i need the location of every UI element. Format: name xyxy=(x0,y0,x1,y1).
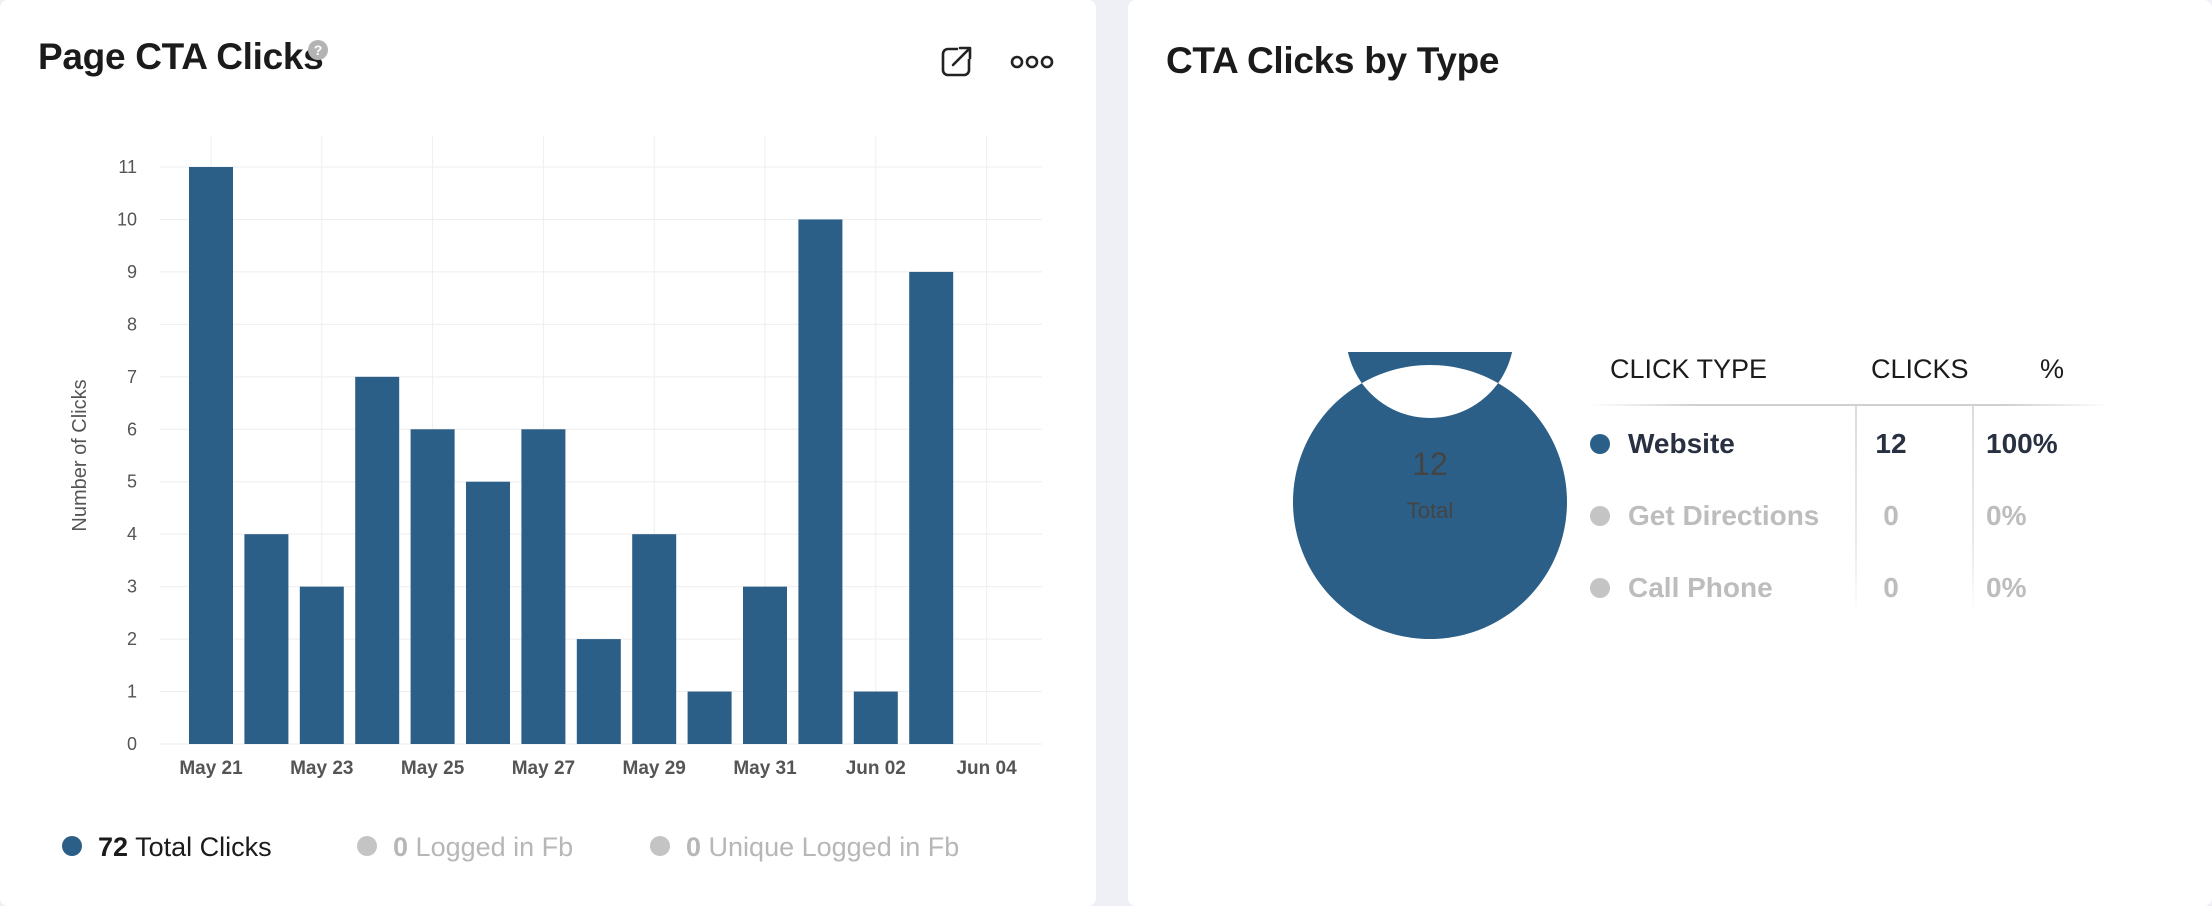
page-cta-clicks-card: Page CTA Clicks ? 0 1 2 3 4 5 6 7 8 9 10 11 May 21 M… xyxy=(0,0,1096,906)
row-dot-icon xyxy=(1590,578,1610,598)
legend-label: Unique Logged in Fb xyxy=(708,832,960,862)
bar[interactable] xyxy=(853,691,898,744)
row-label: Call Phone xyxy=(1628,572,1773,603)
x-tick-label: May 27 xyxy=(512,758,575,779)
column-header-pct: % xyxy=(2040,354,2065,384)
legend-dot-icon xyxy=(650,835,670,856)
x-tick-label: Jun 04 xyxy=(956,758,1017,779)
chart-bars xyxy=(189,167,954,745)
donut-slice-website[interactable] xyxy=(1293,352,1567,639)
y-tick-label: 7 xyxy=(127,367,137,387)
legend-value: 72 xyxy=(98,832,129,862)
legend-dot-icon xyxy=(62,835,82,856)
help-icon[interactable]: ? xyxy=(308,40,328,60)
x-axis-ticks: May 21 May 23 May 25 May 27 May 29 May 31 Jun … xyxy=(179,758,1017,779)
donut-total-label: Total xyxy=(1406,498,1454,523)
row-dot-icon xyxy=(1590,506,1610,526)
y-tick-label: 10 xyxy=(117,209,137,229)
x-tick-label: May 21 xyxy=(179,758,243,779)
y-axis-label: Number of Clicks xyxy=(69,379,91,531)
y-tick-label: 6 xyxy=(127,419,137,439)
bar[interactable] xyxy=(743,586,787,744)
legend-value: 0 xyxy=(686,832,702,862)
row-pct: 0% xyxy=(1986,500,2027,531)
legend-value: 0 xyxy=(393,832,409,862)
cta-clicks-by-type-title: CTA Clicks by Type xyxy=(1166,40,1500,81)
page-cta-clicks-title: Page CTA Clicks xyxy=(38,36,324,77)
bar[interactable] xyxy=(410,429,455,744)
bar[interactable] xyxy=(521,429,566,744)
x-tick-label: Jun 02 xyxy=(846,758,906,779)
x-tick-label: May 31 xyxy=(733,758,797,779)
legend-label: Total Clicks xyxy=(135,832,272,862)
donut-total-value: 12 xyxy=(1412,446,1448,482)
row-label: Website xyxy=(1628,428,1735,459)
bar[interactable] xyxy=(798,219,843,745)
row-pct: 0% xyxy=(1986,572,2027,603)
bar[interactable] xyxy=(632,534,677,744)
y-axis-ticks: 0 1 2 3 4 5 6 7 8 9 10 11 xyxy=(117,157,137,754)
row-clicks: 12 xyxy=(1875,428,1907,459)
row-clicks: 0 xyxy=(1883,572,1899,603)
bar[interactable] xyxy=(189,167,233,744)
y-tick-label: 0 xyxy=(127,734,137,754)
more-options-icon[interactable] xyxy=(1010,52,1054,72)
y-tick-label: 1 xyxy=(127,682,137,702)
table-header-divider xyxy=(1590,404,2110,406)
row-clicks: 0 xyxy=(1883,500,1899,531)
row-label: Get Directions xyxy=(1628,500,1820,531)
row-dot-icon xyxy=(1590,434,1610,454)
legend-logged-in-fb[interactable]: 0 Logged in Fb xyxy=(357,832,573,863)
column-divider xyxy=(1972,406,1974,616)
bar[interactable] xyxy=(244,534,289,744)
x-tick-label: May 29 xyxy=(623,758,686,779)
legend-total-clicks[interactable]: 72 Total Clicks xyxy=(62,832,272,863)
legend-label: Logged in Fb xyxy=(415,832,574,862)
y-tick-label: 4 xyxy=(127,524,137,544)
column-header-click-type: CLICK TYPE xyxy=(1610,354,1768,384)
x-tick-label: May 23 xyxy=(290,758,353,779)
row-pct: 100% xyxy=(1986,428,2058,459)
bar[interactable] xyxy=(576,639,621,744)
y-tick-label: 2 xyxy=(127,629,137,649)
column-divider xyxy=(1855,406,1857,616)
bar[interactable] xyxy=(299,586,344,744)
x-tick-label: May 25 xyxy=(401,758,465,779)
y-tick-label: 3 xyxy=(127,577,137,597)
y-tick-label: 8 xyxy=(127,314,137,334)
click-type-donut-chart xyxy=(1293,352,1567,639)
bar[interactable] xyxy=(355,376,400,744)
y-tick-label: 9 xyxy=(127,262,137,282)
y-tick-label: 5 xyxy=(127,472,137,492)
y-tick-label: 11 xyxy=(118,157,137,177)
external-link-icon[interactable] xyxy=(940,44,974,78)
bar[interactable] xyxy=(687,691,732,744)
bar[interactable] xyxy=(909,271,954,744)
legend-unique-logged-in-fb[interactable]: 0 Unique Logged in Fb xyxy=(650,832,959,863)
column-header-clicks: CLICKS xyxy=(1871,354,1969,384)
bar[interactable] xyxy=(466,481,510,744)
legend-dot-icon xyxy=(357,835,377,856)
